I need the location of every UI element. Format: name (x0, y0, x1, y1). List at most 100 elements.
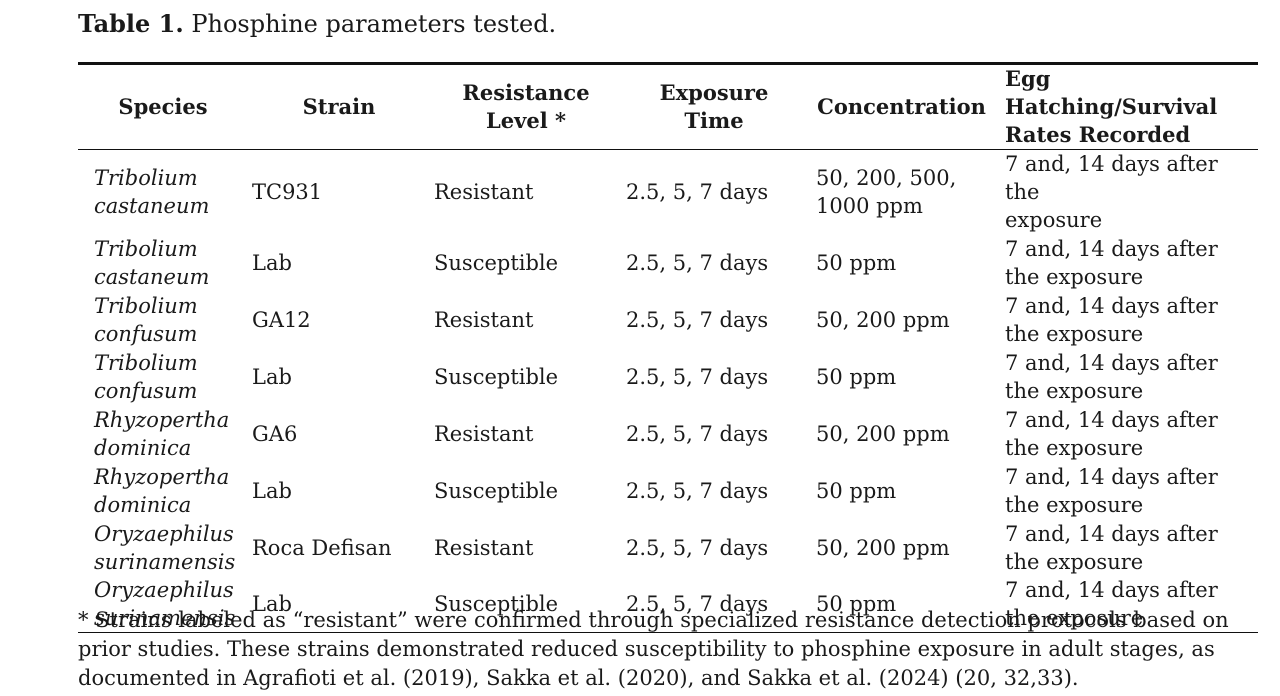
cell-egg-hatching: 7 and, 14 days after the exposure (997, 150, 1258, 235)
table-row: Rhyzopertha dominica Lab Susceptible 2.5,… (78, 462, 1258, 519)
cell-egg-hatching-line2: the exposure (1005, 492, 1144, 517)
cell-concentration-line1: 50, 200 ppm (816, 421, 950, 446)
table-row: Oryzaephilus surinamensis Roca Defisan Re… (78, 519, 1258, 576)
table-footnote: * Strains labeled as “resistant” were co… (78, 608, 1229, 690)
cell-concentration: 50, 200 ppm (806, 405, 997, 462)
cell-egg-hatching-line1: 7 and, 14 days after (1005, 578, 1218, 602)
cell-resistance-level: Susceptible (434, 478, 559, 503)
cell-concentration-line1: 50, 200 ppm (816, 535, 950, 560)
cell-species-genus: Rhyzopertha (94, 464, 230, 489)
header-resistance-level: Resistance Level * (430, 62, 622, 150)
table-row: Tribolium confusum GA12 Resistant 2.5, 5,… (78, 291, 1258, 348)
cell-species: Oryzaephilus surinamensis (78, 576, 248, 633)
cell-species-epithet: castaneum (94, 264, 210, 289)
table-caption-label: Table 1. (78, 9, 184, 38)
cell-strain: Lab (248, 576, 430, 633)
cell-concentration: 50, 200 ppm (806, 519, 997, 576)
cell-strain: GA12 (252, 307, 311, 332)
table-header-row: Species Strain Resistance Level * Exposur… (78, 62, 1258, 150)
cell-egg-hatching-line1: 7 and, 14 days after (1005, 464, 1218, 489)
cell-concentration-line1: 50, 200 ppm (816, 307, 950, 332)
cell-concentration-line1: 50 ppm (816, 478, 897, 503)
table-body: Tribolium castaneum TC931 Resistant 2.5, … (78, 150, 1258, 633)
phosphine-parameters-table: Species Strain Resistance Level * Exposur… (78, 62, 1258, 633)
cell-concentration-line1: 50 ppm (816, 364, 897, 389)
cell-species: Tribolium castaneum (78, 150, 248, 235)
table-caption-text: Phosphine parameters tested. (191, 10, 557, 38)
header-egg-hatching: Egg Hatching/Survival Rates Recorded (997, 62, 1258, 150)
cell-exposure-time: 2.5, 5, 7 days (626, 307, 769, 332)
table-row: Tribolium castaneum Lab Susceptible 2.5, … (78, 234, 1258, 291)
cell-strain: TC931 (252, 180, 323, 204)
cell-species-epithet: confusum (94, 378, 198, 403)
cell-exposure-time: 2.5, 5, 7 days (626, 180, 769, 204)
table-row: Rhyzopertha dominica GA6 Resistant 2.5, 5… (78, 405, 1258, 462)
cell-egg-hatching-line1: 7 and, 14 days after (1005, 407, 1218, 432)
cell-strain: GA6 (252, 421, 298, 446)
cell-resistance-level: Resistant (434, 421, 534, 446)
cell-concentration-line1: 50, 200, 500, (816, 166, 957, 190)
cell-species: Tribolium castaneum (78, 234, 248, 291)
cell-species-genus: Oryzaephilus (94, 578, 234, 602)
cell-egg-hatching: 7 and, 14 days after the exposure (997, 519, 1258, 576)
cell-concentration: 50, 200 ppm (806, 291, 997, 348)
cell-concentration: 50 ppm (806, 462, 997, 519)
cell-concentration: 50, 200, 500, 1000 ppm (806, 150, 997, 235)
cell-concentration: 50 ppm (806, 348, 997, 405)
cell-resistance-level: Resistant (434, 307, 534, 332)
cell-resistance-level: Susceptible (434, 364, 559, 389)
header-egg-hatching-line1: Egg Hatching/Survival (1005, 66, 1218, 119)
cell-species-genus: Tribolium (94, 293, 198, 318)
cell-strain: Lab (252, 478, 292, 503)
cell-egg-hatching-line2: the exposure (1005, 606, 1144, 630)
cell-species: Rhyzopertha dominica (78, 462, 248, 519)
cell-species-genus: Tribolium (94, 350, 198, 375)
cell-egg-hatching-line2: the exposure (1005, 435, 1144, 460)
cell-egg-hatching-line1: 7 and, 14 days after the (1005, 152, 1218, 204)
cell-concentration-line1: 50 ppm (816, 250, 897, 275)
cell-egg-hatching-line2: exposure (1005, 208, 1103, 232)
cell-egg-hatching-line1: 7 and, 14 days after (1005, 236, 1218, 261)
cell-species-epithet: confusum (94, 321, 198, 346)
cell-egg-hatching: 7 and, 14 days after the exposure (997, 348, 1258, 405)
header-concentration: Concentration (806, 62, 997, 150)
cell-resistance-level: Resistant (434, 535, 534, 560)
cell-resistance-level: Susceptible (430, 576, 622, 633)
cell-egg-hatching-line2: the exposure (1005, 549, 1144, 574)
header-exposure-time: Exposure Time (622, 62, 806, 150)
cell-species-genus: Tribolium (94, 236, 198, 261)
cell-strain: Lab (252, 364, 292, 389)
header-species: Species (78, 62, 248, 150)
cell-species-epithet: surinamensis (94, 606, 236, 630)
header-resistance-level-line1: Resistance (462, 80, 590, 105)
cell-concentration: 50 ppm (806, 234, 997, 291)
cell-species-epithet: surinamensis (94, 549, 236, 574)
cell-egg-hatching: 7 and, 14 days after the exposure (997, 234, 1258, 291)
header-exposure-time-line2: Time (684, 108, 744, 133)
cell-exposure-time: 2.5, 5, 7 days (626, 364, 769, 389)
cell-concentration-line2: 1000 ppm (816, 194, 923, 218)
cell-egg-hatching: 7 and, 14 days after the exposure (997, 405, 1258, 462)
header-egg-hatching-line2: Rates Recorded (1005, 122, 1191, 147)
cell-exposure-time: 2.5, 5, 7 days (626, 478, 769, 503)
table-row: Tribolium castaneum TC931 Resistant 2.5, … (78, 150, 1258, 235)
cell-egg-hatching-line2: the exposure (1005, 264, 1144, 289)
header-exposure-time-line1: Exposure (659, 80, 769, 105)
cell-species-genus: Tribolium (94, 166, 198, 190)
cell-concentration-line1: 50 ppm (816, 592, 897, 616)
cell-species: Rhyzopertha dominica (78, 405, 248, 462)
cell-exposure-time: 2.5, 5, 7 days (622, 576, 806, 633)
table-caption: Table 1. Phosphine parameters tested. (78, 8, 556, 40)
cell-species: Tribolium confusum (78, 348, 248, 405)
cell-species-epithet: dominica (94, 435, 192, 460)
cell-strain: Lab (252, 250, 292, 275)
cell-exposure-time: 2.5, 5, 7 days (626, 535, 769, 560)
cell-egg-hatching-line1: 7 and, 14 days after (1005, 293, 1218, 318)
cell-species: Tribolium confusum (78, 291, 248, 348)
cell-egg-hatching-line1: 7 and, 14 days after (1005, 350, 1218, 375)
header-strain: Strain (248, 62, 430, 150)
table-row: Tribolium confusum Lab Susceptible 2.5, 5… (78, 348, 1258, 405)
cell-species-genus: Oryzaephilus (94, 521, 234, 546)
cell-egg-hatching: 7 and, 14 days after the exposure (997, 291, 1258, 348)
cell-resistance-level: Resistant (434, 180, 534, 204)
